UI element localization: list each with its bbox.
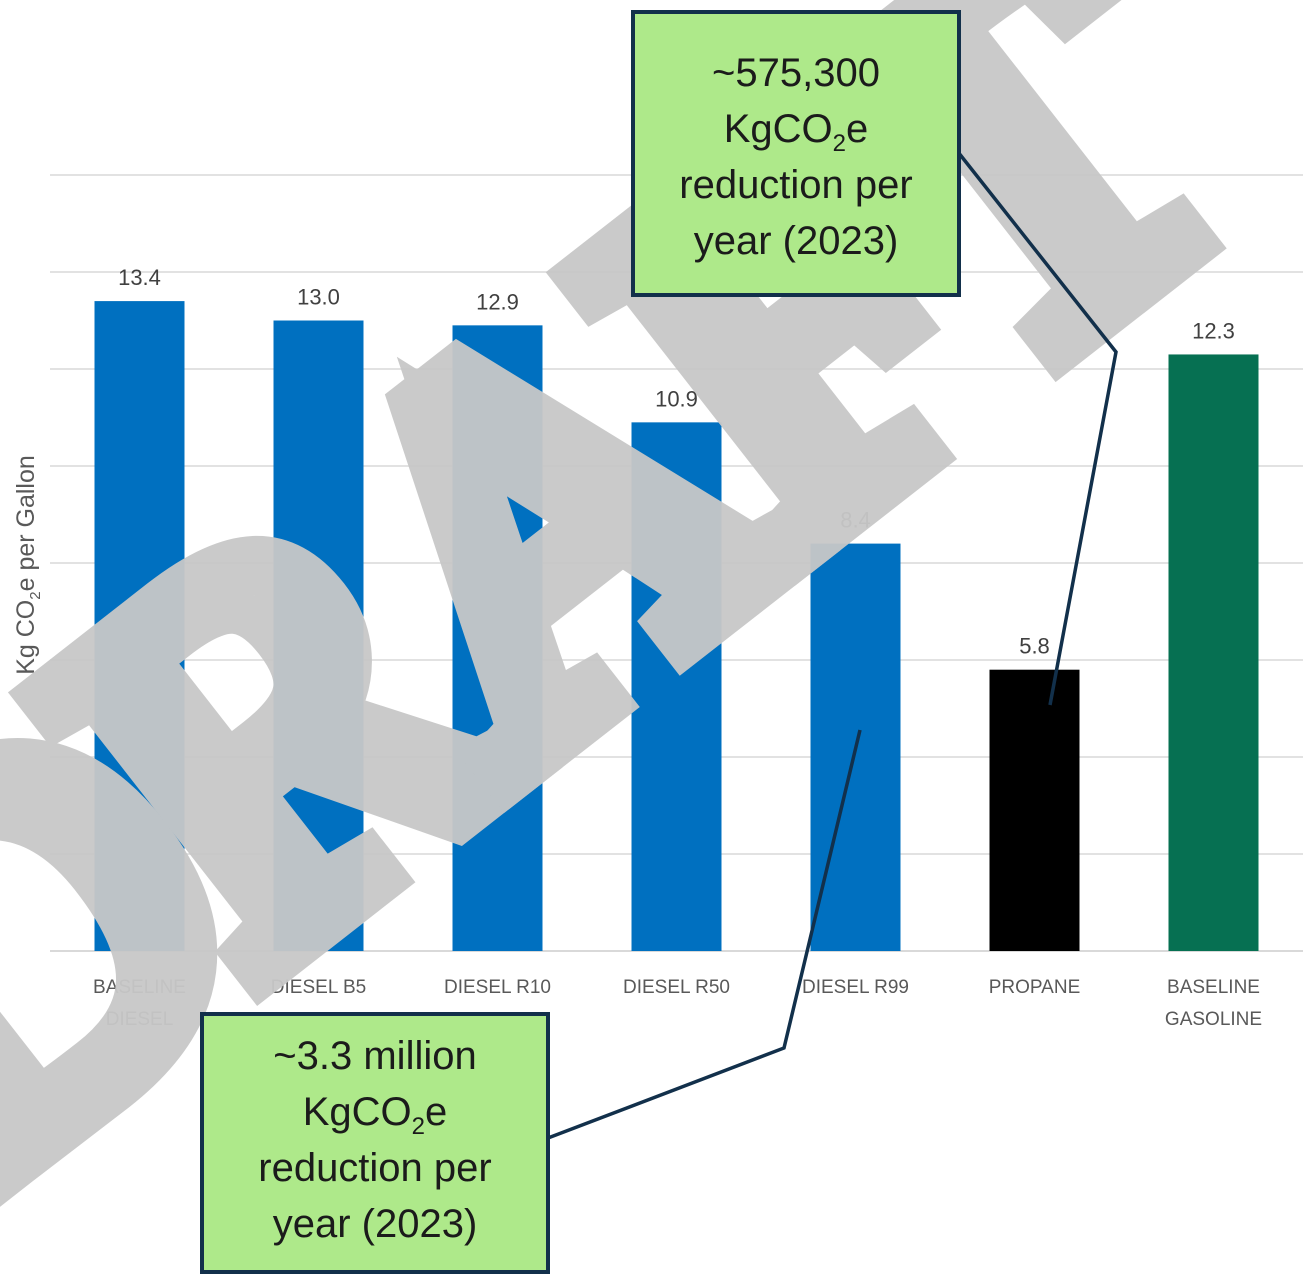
bar — [273, 320, 364, 951]
top-callout-leader — [956, 150, 1118, 706]
x-tick-label: PROPANE — [989, 977, 1081, 998]
bottom-callout-unit: KgCO2e — [302, 1090, 448, 1140]
top-callout-line-4: year (2023) — [693, 219, 899, 263]
top-callout-unit: KgCO2e — [723, 107, 869, 157]
bottom-callout-leader — [547, 729, 862, 1140]
data-label: 10.9 — [655, 386, 698, 411]
y-axis-title: Kg CO2e per Gallon — [12, 455, 44, 675]
value-labels: 13.4 13.0 12.9 10.9 8.4 5.8 12.3 — [118, 265, 1235, 659]
x-tick-label-line: DIESEL — [106, 1009, 174, 1030]
x-tick-label-line: DIESEL R99 — [802, 977, 909, 998]
x-tick-label: BASELINE GASOLINE — [1165, 977, 1262, 1030]
data-label: 5.8 — [1019, 634, 1050, 659]
top-callout-line-3: reduction per — [679, 163, 913, 207]
bar — [631, 422, 722, 952]
bottom-callout: ~3.3 million KgCO2e reduction per year (… — [200, 1012, 550, 1274]
bottom-callout-line-1: ~3.3 million — [273, 1034, 477, 1078]
x-tick-label: DIESEL R99 — [802, 977, 909, 998]
y-axis-title-post: e per Gallon — [12, 455, 40, 591]
data-label: 13.0 — [297, 285, 340, 310]
bottom-callout-line-2: KgCO2e — [204, 1084, 546, 1140]
bar — [989, 669, 1080, 951]
x-axis-tick-labels: BASELINE DIESEL DIESEL B5 DIESEL R10 DIESEL … — [93, 977, 1262, 1030]
data-label: 8.4 — [840, 508, 871, 533]
bar — [94, 301, 185, 952]
bar — [452, 325, 543, 952]
data-label: 12.3 — [1192, 318, 1235, 343]
bars — [94, 301, 1259, 952]
unit-subscript: 2 — [832, 130, 847, 157]
y-axis-title-subscript: 2 — [27, 591, 44, 599]
x-tick-label-line: DIESEL R50 — [623, 977, 730, 998]
x-tick-label: BASELINE DIESEL — [93, 977, 186, 1030]
data-label: 13.4 — [118, 265, 161, 290]
top-callout-line-1: ~575,300 — [712, 51, 880, 95]
unit-subscript: 2 — [411, 1113, 426, 1140]
x-tick-label-line: GASOLINE — [1165, 1009, 1262, 1030]
x-tick-label-line: PROPANE — [989, 977, 1081, 998]
y-axis-title-pre: Kg CO — [12, 600, 40, 675]
callout-leader-lines — [547, 150, 1118, 1140]
top-callout: ~575,300 KgCO2e reduction per year (2023… — [631, 10, 961, 297]
bottom-callout-line-4: year (2023) — [272, 1202, 478, 1246]
data-label: 12.9 — [476, 289, 519, 314]
x-tick-label-line: BASELINE — [1167, 977, 1260, 998]
bottom-callout-line-3: reduction per — [258, 1146, 492, 1190]
x-tick-label-line: DIESEL R10 — [444, 977, 551, 998]
bar — [1168, 354, 1259, 951]
x-tick-label-line: BASELINE — [93, 977, 186, 998]
x-tick-label: DIESEL R10 — [444, 977, 551, 998]
top-callout-line-2: KgCO2e — [635, 101, 957, 157]
x-tick-label: DIESEL B5 — [271, 977, 366, 998]
x-tick-label: DIESEL R50 — [623, 977, 730, 998]
x-tick-label-line: DIESEL B5 — [271, 977, 366, 998]
